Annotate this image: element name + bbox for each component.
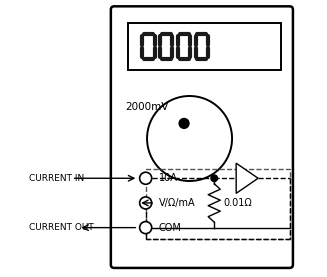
Circle shape	[147, 96, 232, 181]
Text: 10A: 10A	[159, 173, 178, 183]
Text: V/Ω/mA: V/Ω/mA	[159, 198, 195, 208]
Circle shape	[140, 197, 152, 209]
Polygon shape	[236, 163, 258, 193]
Text: 0.01Ω: 0.01Ω	[224, 198, 252, 208]
Text: CURRENT OUT: CURRENT OUT	[29, 223, 94, 232]
Text: 2000mV: 2000mV	[125, 102, 168, 112]
FancyBboxPatch shape	[111, 6, 293, 268]
Bar	[128, 23, 282, 70]
Text: CURRENT IN: CURRENT IN	[29, 174, 84, 183]
Bar	[146, 169, 290, 238]
Text: COM: COM	[159, 223, 181, 233]
Circle shape	[140, 172, 152, 184]
Circle shape	[211, 175, 217, 181]
Circle shape	[179, 119, 189, 128]
Circle shape	[140, 222, 152, 234]
